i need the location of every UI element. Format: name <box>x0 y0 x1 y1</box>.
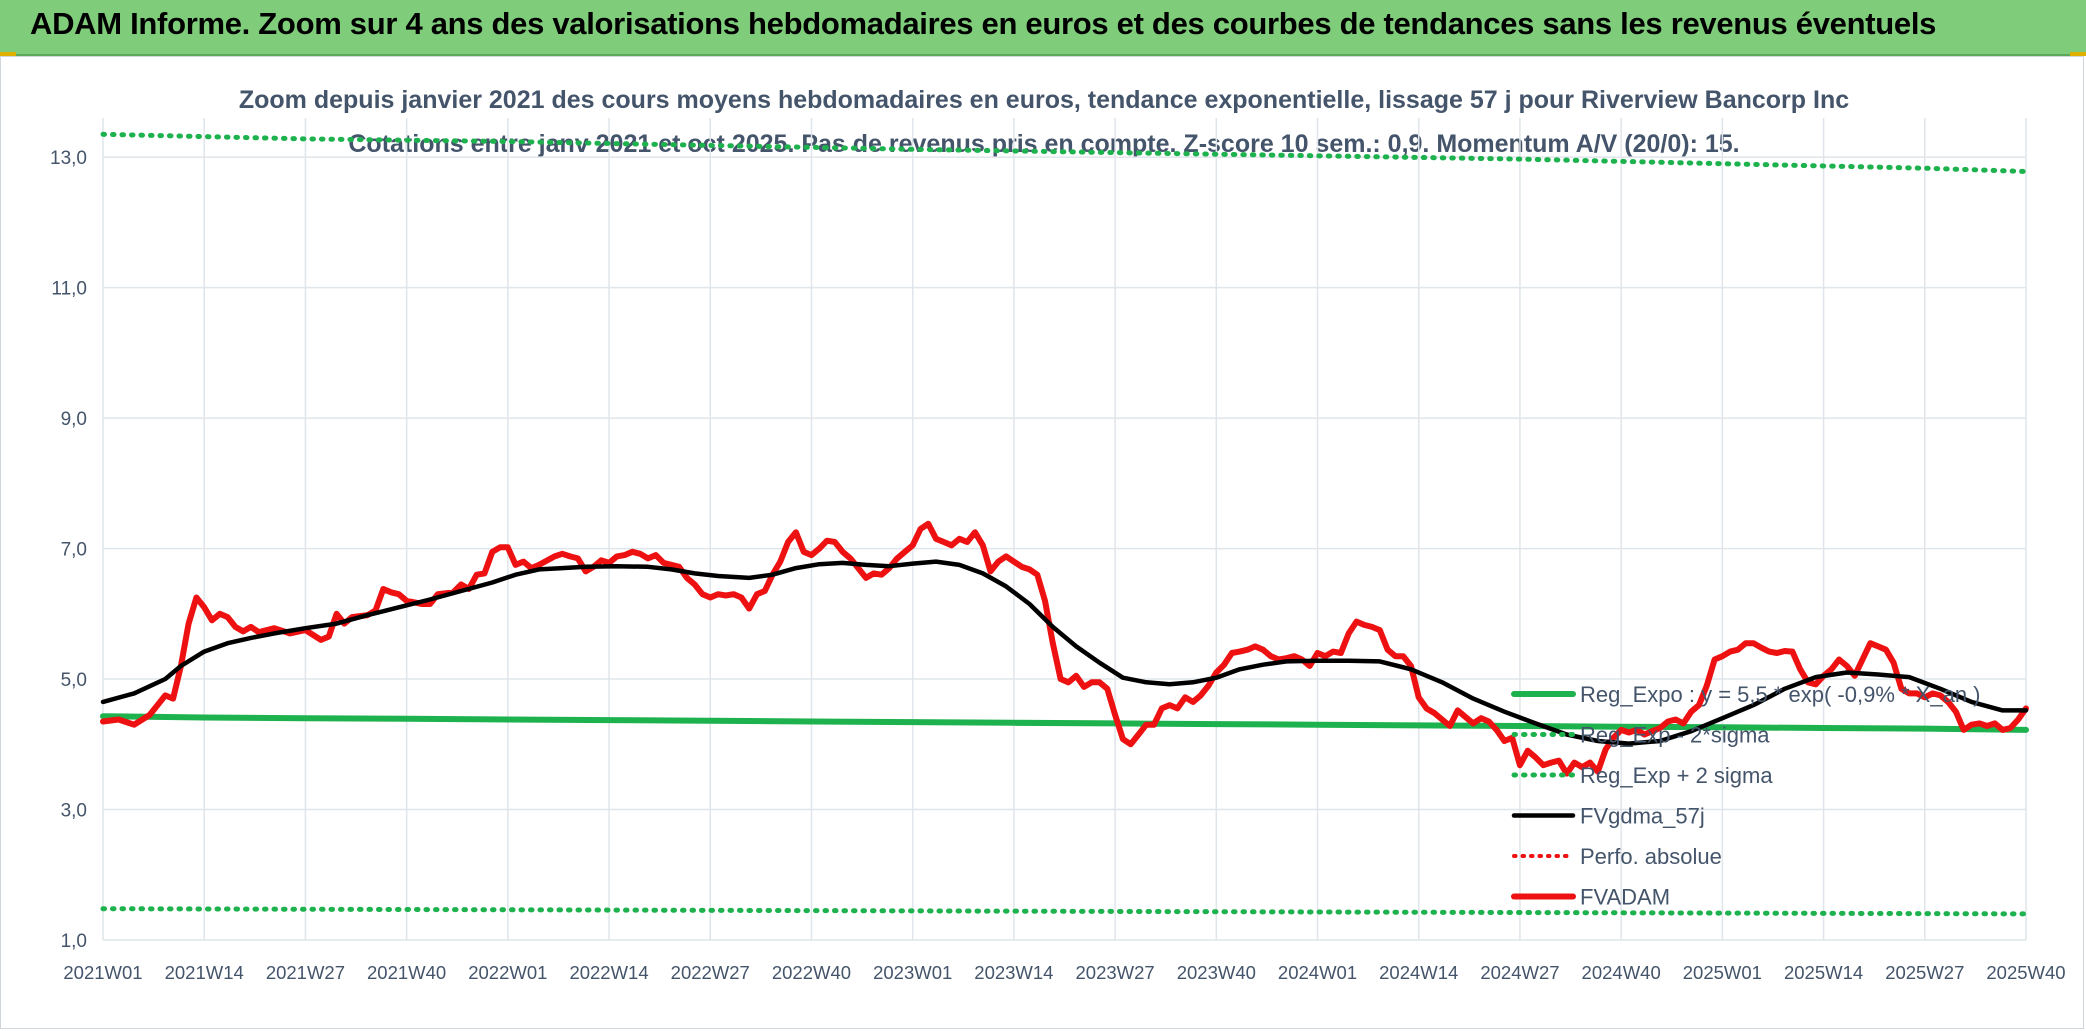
x-tick-label: 2024W14 <box>1379 962 1458 983</box>
x-tick-label: 2023W01 <box>873 962 952 983</box>
chart-frame <box>0 56 2084 1029</box>
y-tick-label: 9,0 <box>61 409 87 430</box>
chart-title: Zoom depuis janvier 2021 des cours moyen… <box>239 86 1849 114</box>
legend-label: Reg_Exp - 2*sigma <box>1580 723 1770 748</box>
y-tick-label: 5,0 <box>61 670 87 691</box>
x-axis: 2021W01 2021W14 2021W27 2021W40 2022W01 2022W… <box>63 962 2065 983</box>
x-tick-label: 2022W01 <box>468 962 547 983</box>
legend: Reg_Expo : y = 5,5 * exp( -0,9% * X_an )… <box>1511 682 1981 910</box>
y-tick-label: 11,0 <box>51 279 87 300</box>
page-title: ADAM Informe. Zoom sur 4 ans des valoris… <box>30 6 1937 41</box>
x-tick-label: 2023W27 <box>1076 962 1155 983</box>
legend-label: FVgdma_57j <box>1580 804 1705 829</box>
x-tick-label: 2024W27 <box>1480 962 1559 983</box>
y-tick-label: 7,0 <box>61 540 87 561</box>
x-tick-label: 2025W14 <box>1784 962 1863 983</box>
x-tick-label: 2021W14 <box>165 962 244 983</box>
legend-label: FVADAM <box>1580 885 1670 910</box>
x-tick-label: 2024W01 <box>1278 962 1357 983</box>
legend-label: Reg_Expo : y = 5,5 * exp( -0,9% * X_an ) <box>1580 682 1981 707</box>
y-tick-label: 1,0 <box>61 931 87 952</box>
x-tick-label: 2024W40 <box>1582 962 1661 983</box>
series-line-dotted-green <box>100 906 2029 917</box>
x-tick-label: 2021W40 <box>367 962 446 983</box>
grid-lines <box>102 118 2027 941</box>
y-axis: 1,0 3,0 5,0 7,0 9,0 11,0 13,0 <box>50 148 87 952</box>
x-tick-label: 2025W27 <box>1885 962 1964 983</box>
x-tick-label: 2022W40 <box>772 962 851 983</box>
y-tick-label: 13,0 <box>50 148 87 169</box>
y-tick-label: 3,0 <box>61 801 87 822</box>
series-line-solid-black <box>100 559 2029 746</box>
x-tick-label: 2022W14 <box>569 962 648 983</box>
series-line-solid-red-thick <box>100 520 2029 777</box>
x-tick-label: 2022W27 <box>671 962 750 983</box>
x-tick-label: 2021W27 <box>266 962 345 983</box>
legend-label: Reg_Exp + 2 sigma <box>1580 763 1773 788</box>
x-tick-label: 2021W01 <box>63 962 142 983</box>
x-tick-label: 2025W01 <box>1683 962 1762 983</box>
title-banner: ADAM Informe. Zoom sur 4 ans des valoris… <box>0 0 2086 56</box>
x-tick-label: 2025W40 <box>1986 962 2065 983</box>
x-tick-label: 2023W40 <box>1177 962 1256 983</box>
series-lines <box>100 131 2029 917</box>
legend-label: Perfo. absolue <box>1580 844 1722 869</box>
corner-mark-left <box>0 52 16 56</box>
x-tick-label: 2023W14 <box>974 962 1053 983</box>
corner-mark-right <box>2070 52 2086 56</box>
